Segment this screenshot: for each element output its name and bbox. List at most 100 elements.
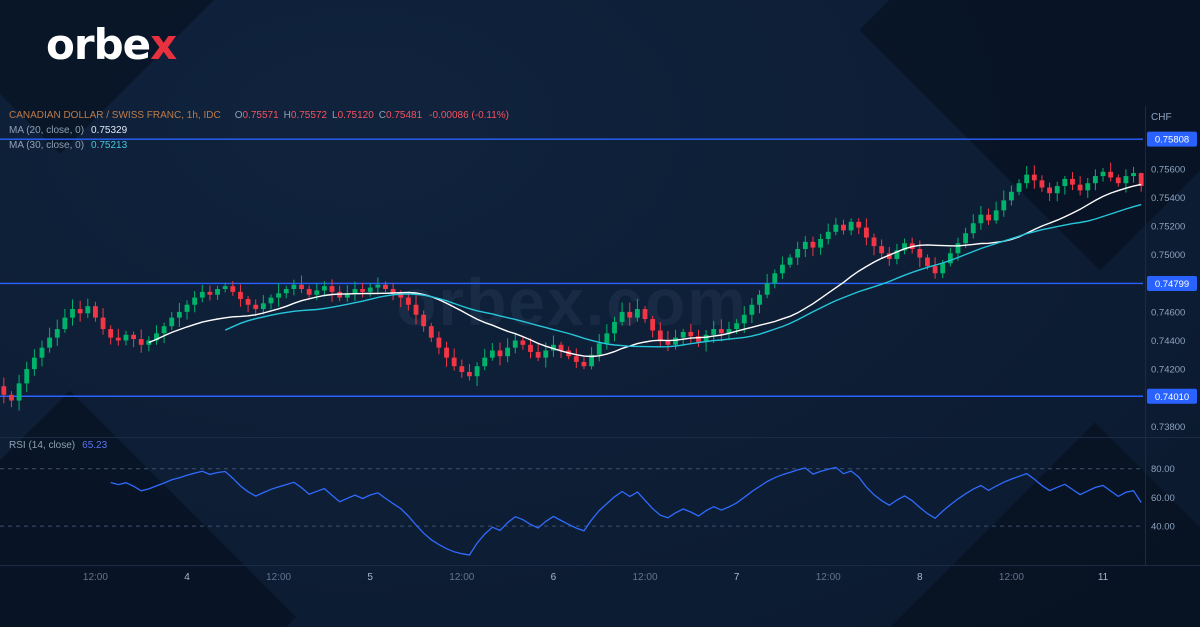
candle-body	[718, 329, 724, 334]
candle-body	[863, 227, 869, 238]
candle-body	[344, 293, 350, 298]
candle-body	[47, 337, 53, 348]
candle-body	[818, 238, 823, 248]
candle-body	[421, 314, 427, 327]
candle-body	[925, 257, 930, 267]
price-level-label: 0.74010	[1155, 392, 1189, 403]
day-label[interactable]: 6	[551, 572, 557, 583]
candle-body	[474, 366, 480, 377]
price-tick-label: 0.73800	[1151, 422, 1185, 433]
candles-layer	[1, 162, 1144, 411]
candle-body	[131, 334, 136, 340]
candle-body	[543, 350, 549, 358]
ma30-line	[224, 203, 1142, 348]
candle-body	[1085, 183, 1091, 191]
candle-body	[176, 311, 182, 318]
candle-body	[886, 253, 892, 259]
rsi-tick-label: 80.00	[1151, 464, 1175, 475]
candle-body	[986, 214, 991, 221]
candle-body	[405, 297, 411, 305]
time-label[interactable]: 12:00	[816, 572, 841, 583]
candle-body	[1115, 177, 1121, 184]
candle-body	[894, 250, 900, 259]
candle-body	[520, 340, 526, 345]
candle-body	[207, 291, 213, 295]
candle-body	[390, 289, 396, 294]
candle-body	[192, 297, 198, 305]
candle-body	[780, 264, 785, 274]
candle-body	[688, 331, 694, 337]
candle-body	[1123, 176, 1129, 184]
candle-body	[558, 344, 564, 351]
candle-body	[596, 343, 602, 355]
candle-body	[589, 354, 594, 367]
candle-body	[444, 347, 449, 358]
price-tick-label: 0.75200	[1151, 222, 1185, 233]
candle-body	[268, 297, 274, 304]
candle-body	[1092, 176, 1098, 184]
price-tick-label: 0.74600	[1151, 307, 1185, 318]
time-label[interactable]: 12:00	[83, 572, 108, 583]
candle-body	[306, 289, 312, 295]
candle-body	[24, 369, 30, 384]
candle-body	[970, 223, 976, 234]
time-label[interactable]: 12:00	[999, 572, 1024, 583]
candle-body	[1009, 191, 1014, 201]
candle-body	[283, 289, 289, 294]
day-label[interactable]: 5	[367, 572, 373, 583]
currency-label: CHF	[1151, 112, 1172, 123]
candle-body	[833, 224, 839, 232]
orbex-logo: orbex	[46, 20, 177, 69]
price-tick-label: 0.75400	[1151, 193, 1185, 204]
candle-body	[222, 286, 228, 290]
candle-body	[329, 286, 335, 292]
candle-body	[482, 357, 488, 367]
candle-body	[795, 248, 801, 258]
candle-body	[77, 309, 83, 314]
candle-body	[642, 309, 648, 320]
candle-body	[451, 357, 457, 367]
candle-body	[146, 340, 152, 345]
candle-body	[428, 326, 434, 338]
day-label[interactable]: 11	[1098, 572, 1109, 583]
candle-body	[291, 284, 297, 290]
candle-body	[734, 323, 740, 330]
candle-body	[93, 306, 98, 318]
candle-body	[680, 331, 686, 338]
candle-body	[1, 386, 7, 395]
candle-body	[85, 306, 91, 314]
time-label[interactable]: 12:00	[266, 572, 291, 583]
candle-body	[62, 317, 68, 330]
candle-body	[238, 291, 243, 300]
time-label[interactable]: 12:00	[449, 572, 474, 583]
candle-body	[917, 248, 923, 258]
day-label[interactable]: 7	[734, 572, 740, 583]
candle-body	[138, 339, 144, 345]
candle-body	[581, 361, 587, 367]
candle-body	[497, 350, 503, 357]
candle-body	[459, 366, 465, 372]
candle-body	[940, 263, 946, 274]
candle-body	[367, 287, 373, 292]
candle-body	[489, 350, 495, 358]
candle-body	[16, 383, 22, 401]
time-label[interactable]: 12:00	[633, 572, 658, 583]
day-label[interactable]: 4	[184, 572, 190, 583]
candle-body	[154, 333, 159, 341]
candle-body	[9, 394, 14, 401]
candle-body	[360, 289, 365, 292]
candle-body	[841, 224, 846, 231]
price-level-label: 0.74799	[1155, 279, 1189, 290]
candle-body	[199, 291, 205, 298]
candle-body	[528, 344, 533, 352]
candle-body	[253, 304, 259, 310]
day-label[interactable]: 8	[917, 572, 923, 583]
candle-body	[1031, 174, 1037, 181]
candle-body	[314, 290, 320, 295]
candle-body	[322, 286, 327, 291]
candle-body	[787, 257, 793, 265]
price-level-label-box	[1147, 275, 1197, 291]
price-level-label: 0.75808	[1155, 135, 1189, 146]
candle-body	[215, 289, 220, 295]
